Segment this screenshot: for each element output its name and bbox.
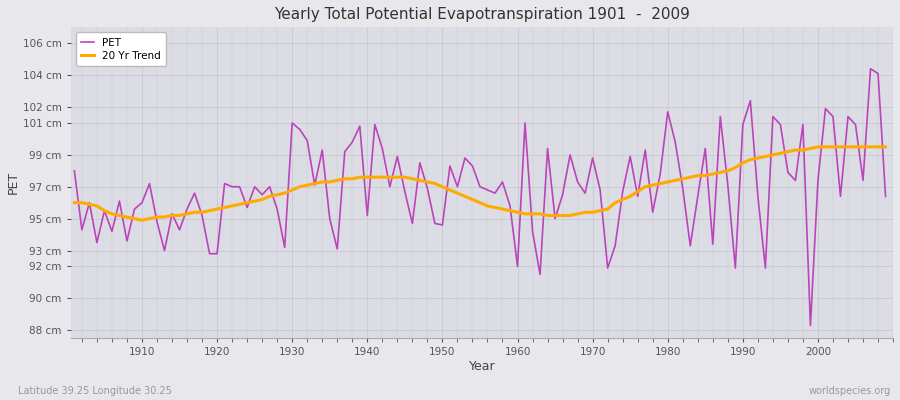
PET: [512, 264, 523, 269]
20 Yr Trend: [137, 218, 148, 223]
PET: [69, 168, 80, 173]
Y-axis label: PET: PET: [7, 171, 20, 194]
Text: worldspecies.org: worldspecies.org: [809, 386, 891, 396]
20 Yr Trend: [813, 144, 824, 149]
PET: [505, 204, 516, 208]
Text: Latitude 39.25 Longitude 30.25: Latitude 39.25 Longitude 30.25: [18, 386, 172, 396]
PET: [294, 127, 305, 132]
PET: [129, 207, 140, 212]
20 Yr Trend: [880, 144, 891, 149]
PET: [602, 266, 613, 270]
20 Yr Trend: [302, 183, 312, 188]
20 Yr Trend: [69, 200, 80, 205]
PET: [880, 194, 891, 199]
PET: [339, 149, 350, 154]
PET: [865, 66, 876, 71]
20 Yr Trend: [129, 216, 140, 221]
Line: PET: PET: [75, 69, 886, 326]
20 Yr Trend: [346, 176, 357, 181]
20 Yr Trend: [610, 200, 621, 205]
X-axis label: Year: Year: [469, 360, 495, 373]
PET: [805, 323, 815, 328]
Line: 20 Yr Trend: 20 Yr Trend: [75, 147, 886, 220]
20 Yr Trend: [512, 210, 523, 215]
20 Yr Trend: [519, 212, 530, 216]
Title: Yearly Total Potential Evapotranspiration 1901  -  2009: Yearly Total Potential Evapotranspiratio…: [274, 7, 689, 22]
Legend: PET, 20 Yr Trend: PET, 20 Yr Trend: [76, 32, 166, 66]
